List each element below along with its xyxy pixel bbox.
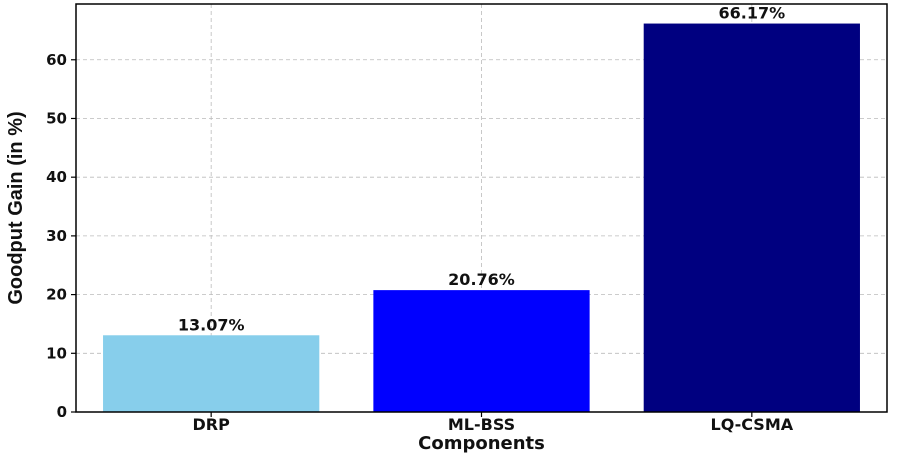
bar-drp bbox=[103, 335, 320, 412]
data-labels: 13.07% 20.76% 66.17% bbox=[178, 4, 785, 335]
data-label-drp: 13.07% bbox=[178, 315, 245, 334]
y-axis-ticks: 0 10 20 30 40 50 60 bbox=[46, 51, 76, 421]
data-label-ml-bss: 20.76% bbox=[448, 270, 515, 289]
y-tick-label: 60 bbox=[46, 51, 67, 69]
x-axis-ticks: DRP ML-BSS LQ-CSMA bbox=[193, 412, 794, 434]
x-tick-label: ML-BSS bbox=[448, 415, 515, 434]
y-tick-label: 30 bbox=[46, 227, 67, 245]
y-tick-label: 0 bbox=[57, 403, 67, 421]
x-axis-title: Components bbox=[418, 433, 545, 454]
y-tick-label: 10 bbox=[46, 344, 67, 362]
data-label-lq-csma: 66.17% bbox=[719, 4, 786, 23]
bars bbox=[103, 23, 860, 413]
y-axis-title: Goodput Gain (in %) bbox=[5, 111, 27, 304]
y-tick-label: 40 bbox=[46, 168, 67, 186]
y-tick-label: 20 bbox=[46, 286, 67, 304]
x-tick-label: DRP bbox=[193, 415, 231, 434]
y-tick-label: 50 bbox=[46, 109, 67, 127]
bar-ml-bss bbox=[373, 290, 590, 412]
bar-lq-csma bbox=[643, 23, 860, 413]
x-tick-label: LQ-CSMA bbox=[711, 415, 794, 434]
